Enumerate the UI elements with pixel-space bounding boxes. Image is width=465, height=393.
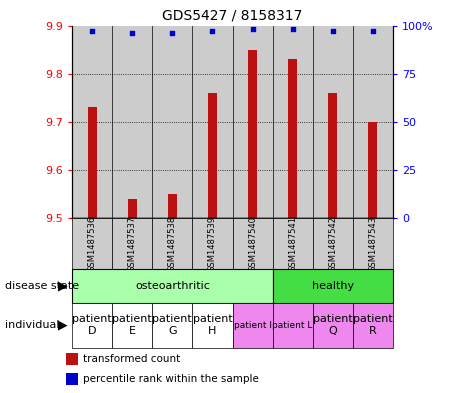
Bar: [72, 269, 272, 303]
Bar: [112, 218, 152, 269]
Text: osteoarthritic: osteoarthritic: [135, 281, 210, 291]
Bar: [353, 26, 393, 218]
Bar: [272, 303, 312, 348]
Text: transformed count: transformed count: [83, 354, 180, 364]
Point: [329, 28, 337, 35]
Bar: [312, 218, 353, 269]
Title: GDS5427 / 8158317: GDS5427 / 8158317: [162, 9, 303, 23]
Point: [128, 30, 136, 37]
Bar: [88, 107, 97, 218]
Bar: [353, 303, 393, 348]
Point: [249, 26, 256, 33]
Bar: [193, 218, 232, 269]
Bar: [152, 218, 193, 269]
Bar: [272, 269, 393, 303]
Bar: [328, 93, 337, 218]
Bar: [193, 26, 232, 218]
Text: patient
E: patient E: [113, 314, 152, 336]
Text: GSM1487543: GSM1487543: [368, 216, 378, 272]
Text: patient
H: patient H: [193, 314, 232, 336]
Text: patient L: patient L: [272, 321, 313, 330]
Bar: [193, 303, 232, 348]
Point: [88, 28, 96, 35]
Bar: [72, 26, 112, 218]
Point: [289, 26, 296, 33]
Point: [209, 28, 216, 35]
Bar: [248, 50, 257, 218]
Text: patient
Q: patient Q: [313, 314, 352, 336]
Bar: [272, 218, 312, 269]
Text: GSM1487540: GSM1487540: [248, 216, 257, 272]
Bar: [272, 26, 312, 218]
Bar: [353, 218, 393, 269]
Bar: [208, 93, 217, 218]
Text: patient I: patient I: [233, 321, 272, 330]
Text: patient
G: patient G: [153, 314, 192, 336]
Bar: [66, 353, 78, 365]
Text: disease state: disease state: [5, 281, 79, 291]
Bar: [312, 303, 353, 348]
Bar: [368, 122, 377, 218]
Text: GSM1487538: GSM1487538: [168, 215, 177, 272]
Bar: [232, 303, 272, 348]
Text: patient
D: patient D: [72, 314, 112, 336]
Text: percentile rank within the sample: percentile rank within the sample: [83, 374, 259, 384]
Bar: [72, 303, 112, 348]
Bar: [128, 199, 137, 218]
Text: GSM1487541: GSM1487541: [288, 216, 297, 272]
Point: [169, 30, 176, 37]
Text: patient
R: patient R: [353, 314, 393, 336]
Bar: [168, 194, 177, 218]
Bar: [312, 26, 353, 218]
Text: ▶: ▶: [58, 279, 67, 292]
Bar: [112, 303, 152, 348]
Text: GSM1487537: GSM1487537: [128, 215, 137, 272]
Bar: [232, 26, 272, 218]
Bar: [66, 373, 78, 385]
Text: GSM1487539: GSM1487539: [208, 216, 217, 272]
Point: [369, 28, 377, 35]
Text: ▶: ▶: [58, 319, 67, 332]
Text: healthy: healthy: [312, 281, 354, 291]
Text: GSM1487536: GSM1487536: [87, 215, 97, 272]
Text: individual: individual: [5, 320, 59, 330]
Bar: [152, 303, 193, 348]
Text: GSM1487542: GSM1487542: [328, 216, 337, 272]
Bar: [72, 218, 112, 269]
Bar: [152, 26, 193, 218]
Bar: [288, 59, 297, 218]
Bar: [232, 218, 272, 269]
Bar: [112, 26, 152, 218]
